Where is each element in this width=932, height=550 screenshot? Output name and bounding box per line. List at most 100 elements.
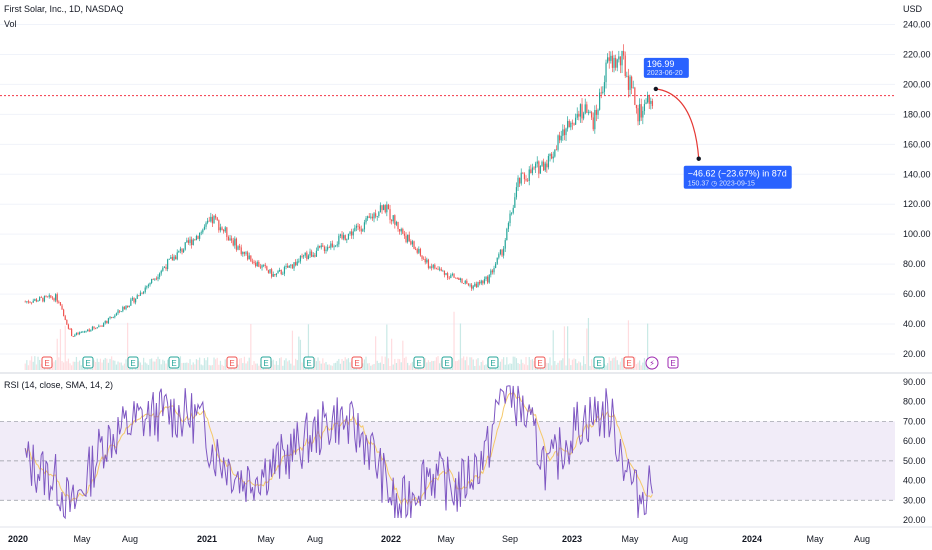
earnings-event-icon[interactable] xyxy=(127,356,139,369)
candle-body xyxy=(450,275,452,278)
earnings-event-icon[interactable] xyxy=(303,356,315,369)
candle-body xyxy=(88,329,90,332)
candle-body xyxy=(258,261,260,267)
earnings-event-icon[interactable] xyxy=(623,356,635,369)
earnings-event-icon[interactable] xyxy=(667,356,679,369)
volume-bar xyxy=(282,365,284,370)
candle-body xyxy=(429,266,431,268)
candle-body xyxy=(99,325,102,327)
candle-body xyxy=(51,297,54,299)
candle-body xyxy=(496,257,498,264)
volume-bar xyxy=(498,365,500,370)
volume-bar xyxy=(363,359,366,370)
earnings-event-icon[interactable] xyxy=(413,356,425,369)
volume-bar xyxy=(98,361,100,370)
candle-body xyxy=(391,219,393,222)
earnings-event-label: E xyxy=(596,359,601,368)
candle-body xyxy=(445,273,447,275)
earnings-event-icon[interactable] xyxy=(593,356,605,369)
candle-body xyxy=(47,296,49,298)
candle-body xyxy=(243,251,246,254)
volume-bar xyxy=(79,360,81,370)
volume-bar xyxy=(607,363,609,370)
candle-body xyxy=(335,245,337,247)
earnings-event-icon[interactable] xyxy=(41,356,53,369)
earnings-event-icon[interactable] xyxy=(168,356,180,369)
volume-bar xyxy=(32,361,34,370)
candle-body xyxy=(61,305,63,310)
price-axis[interactable]: 20.00 40.00 60.00 80.00 100.00 120.00 140.00 16… xyxy=(903,20,931,360)
volume-label[interactable]: Vol xyxy=(4,19,17,29)
volume-bar xyxy=(56,338,58,370)
volume-bar xyxy=(514,356,516,370)
volume-bar xyxy=(563,326,566,370)
earnings-event-label: E xyxy=(130,359,135,368)
candle-body xyxy=(434,264,436,269)
candle-body xyxy=(597,109,599,115)
candle-body xyxy=(295,262,297,266)
candle-body xyxy=(136,295,138,299)
earnings-event-icon[interactable] xyxy=(487,356,499,369)
earnings-event-icon[interactable] xyxy=(260,356,272,369)
candle-body xyxy=(240,247,242,255)
earnings-event-icon[interactable] xyxy=(441,356,453,369)
volume-bar xyxy=(517,363,519,370)
candle-body xyxy=(378,212,380,217)
candle-body xyxy=(104,320,106,324)
candle-body xyxy=(464,280,466,284)
rsi-axis[interactable]: 20.00 30.00 40.00 50.00 60.00 70.00 80.00 90.00 xyxy=(903,377,926,525)
candle-body xyxy=(536,161,538,164)
earnings-event-icon[interactable] xyxy=(226,356,238,369)
volume-bar xyxy=(319,360,321,370)
candle-body xyxy=(43,296,46,302)
volume-bar xyxy=(424,358,426,370)
earnings-event-icon[interactable] xyxy=(82,356,94,369)
candle-body xyxy=(583,113,585,119)
volume-bar xyxy=(368,362,370,370)
candle-body xyxy=(77,333,79,334)
candle-body xyxy=(26,301,28,303)
time-axis[interactable]: 2020 May Aug 2021 May Aug 2022 May Sep 2023 May Aug… xyxy=(8,534,870,544)
candle-body xyxy=(587,112,590,114)
candle-body xyxy=(75,333,78,335)
measure-start-point[interactable] xyxy=(653,86,659,92)
volume-bar xyxy=(259,364,262,370)
volume-bar xyxy=(440,360,442,370)
price-tick-label: 200.00 xyxy=(903,79,931,89)
volume-bar xyxy=(53,361,55,370)
rsi-label[interactable]: RSI (14, close, SMA, 14, 2) xyxy=(4,380,114,390)
candle-body xyxy=(506,228,508,241)
volume-bar xyxy=(463,356,465,370)
volume-bar xyxy=(410,363,412,370)
time-tick-label: May xyxy=(621,534,639,544)
candle-body xyxy=(560,135,562,141)
earnings-event-icon[interactable] xyxy=(351,356,363,369)
candle-body xyxy=(194,239,196,241)
candle-body xyxy=(651,101,654,107)
volume-bar xyxy=(315,361,318,370)
measure-end-point[interactable] xyxy=(696,156,701,161)
earnings-event-icon[interactable] xyxy=(534,356,546,369)
volume-bar xyxy=(330,365,332,370)
volume-bar xyxy=(247,361,249,370)
symbol-title[interactable]: First Solar, Inc., 1D, NASDAQ xyxy=(4,4,124,14)
volume-bar xyxy=(565,365,567,370)
candle-body xyxy=(480,280,482,284)
price-tick-label: 120.00 xyxy=(903,199,931,209)
rsi-tick-label: 90.00 xyxy=(903,377,926,387)
volume-bar xyxy=(467,365,470,370)
candle-body xyxy=(184,242,186,250)
volume-bar xyxy=(405,356,407,370)
volume-bar xyxy=(299,339,302,370)
dividend-event-icon[interactable] xyxy=(645,356,659,370)
candle-body xyxy=(626,75,628,77)
candle-body xyxy=(282,273,284,275)
candle-body xyxy=(333,246,335,248)
event-markers[interactable]: E E E E E E E E E E E E E E ⚡ E xyxy=(41,356,679,370)
candle-body xyxy=(98,325,100,328)
candle-body xyxy=(351,231,353,236)
volume-bar xyxy=(399,359,401,370)
candle-body xyxy=(39,297,41,301)
